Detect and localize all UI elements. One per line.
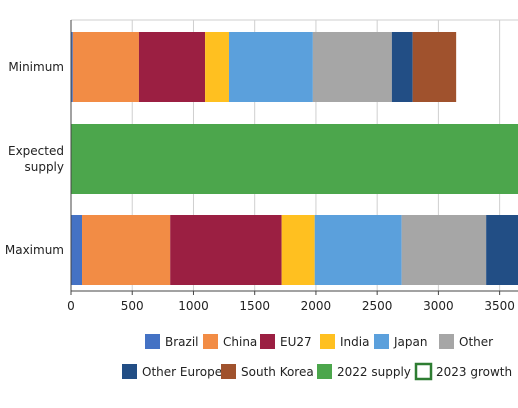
legend-label-south-korea: South Korea: [241, 365, 314, 379]
bar-minimum-other-europe: [391, 32, 413, 102]
legend-label-2023-growth: 2023 growth: [436, 365, 512, 379]
bar-minimum-eu27: [138, 32, 206, 102]
category-labels: Minimum Expected supply Maximum: [5, 60, 64, 257]
legend-swatch-china: [203, 334, 218, 349]
x-tick-label: 2000: [301, 299, 332, 313]
legend-swatch-eu27: [260, 334, 275, 349]
bar-maximum-eu27: [170, 215, 282, 285]
legend-label-brazil: Brazil: [165, 335, 199, 349]
category-label-expected-supply: supply: [24, 160, 64, 174]
x-tick-label: 2500: [362, 299, 393, 313]
legend-swatch-japan: [374, 334, 389, 349]
legend-swatch-other: [439, 334, 454, 349]
x-tick-label: 500: [121, 299, 144, 313]
legend-label-2022-supply: 2022 supply: [337, 365, 411, 379]
x-tick-label: 0: [67, 299, 75, 313]
legend-swatch-2022-supply: [317, 364, 332, 379]
bar-minimum-brazil: [71, 32, 73, 102]
category-label-expected-supply: Expected: [8, 144, 64, 158]
legend-label-other-europe: Other Europe: [142, 365, 222, 379]
bar-minimum-other: [312, 32, 392, 102]
legend-swatch-brazil: [145, 334, 160, 349]
bar-maximum-other-europe: [486, 215, 518, 285]
legend: Brazil China EU27 India Japan Other Other Euro…: [122, 334, 512, 381]
bar-maximum-other: [401, 215, 487, 285]
category-label-maximum: Maximum: [5, 243, 64, 257]
legend-swatch-south-korea: [221, 364, 236, 379]
x-tick-label: 3500: [484, 299, 515, 313]
bar-minimum-japan: [228, 32, 313, 102]
x-tick-label: 3000: [423, 299, 454, 313]
bar-minimum-china: [72, 32, 139, 102]
legend-swatch-2023-growth: [414, 362, 433, 381]
bars: [71, 32, 518, 285]
bar-maximum-india: [281, 215, 315, 285]
legend-label-china: China: [223, 335, 257, 349]
bar-maximum-japan: [314, 215, 402, 285]
x-axis: 0 500 1000 1500 2000 2500 3000 3500: [67, 20, 518, 313]
bar-minimum-south-korea: [412, 32, 457, 102]
legend-label-eu27: EU27: [280, 335, 312, 349]
legend-label-india: India: [340, 335, 369, 349]
legend-label-other: Other: [459, 335, 493, 349]
bar-minimum-india: [205, 32, 229, 102]
legend-swatch-other-europe: [122, 364, 137, 379]
bar-expected-supply-2022-supply: [71, 124, 518, 194]
bar-maximum-china: [82, 215, 171, 285]
legend-swatch-india: [320, 334, 335, 349]
x-tick-label: 1000: [178, 299, 209, 313]
category-label-minimum: Minimum: [8, 60, 64, 74]
x-tick-label: 1500: [239, 299, 270, 313]
bar-maximum-brazil: [71, 215, 83, 285]
legend-label-japan: Japan: [393, 335, 427, 349]
